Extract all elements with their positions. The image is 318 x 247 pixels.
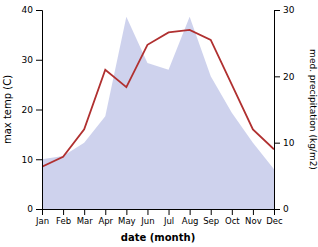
tick-mark xyxy=(105,209,106,215)
tick: Apr xyxy=(98,209,113,226)
tick: 30 xyxy=(274,5,295,15)
tick-mark xyxy=(169,209,170,215)
tick: 10 xyxy=(274,138,295,148)
tick: 0 xyxy=(274,204,289,214)
tick-label: Oct xyxy=(225,216,240,226)
line xyxy=(42,30,274,167)
tick-label: 20 xyxy=(22,105,34,115)
tick-label: Dec xyxy=(266,216,283,226)
tick-mark xyxy=(253,209,254,215)
tick-mark xyxy=(190,209,191,215)
tick-mark xyxy=(63,209,64,215)
tick-label: 40 xyxy=(22,5,34,15)
tick-label: May xyxy=(118,216,136,226)
tick: Feb xyxy=(56,209,71,226)
tick: 0 xyxy=(27,204,42,214)
y-axis: 0 10 20 30 40 xyxy=(22,5,43,214)
tick: Dec xyxy=(266,209,283,226)
tick-mark xyxy=(36,159,42,160)
tick-label: 20 xyxy=(283,72,295,82)
tick-label: Apr xyxy=(98,216,113,226)
area xyxy=(42,17,274,209)
tick: Jul xyxy=(163,209,174,226)
axis-line xyxy=(275,11,281,210)
tick-mark xyxy=(274,143,280,144)
marks xyxy=(42,17,274,209)
tick-label: Nov xyxy=(245,216,262,226)
axis-line xyxy=(36,11,43,210)
tick-label: Feb xyxy=(56,216,71,226)
tick-label: Jan xyxy=(35,216,49,226)
tick-mark xyxy=(274,10,280,11)
tick-mark xyxy=(36,10,42,11)
tick: Jan xyxy=(35,209,49,226)
chart: JanFebMarAprMayJunJulAugSepOctNovDec0102… xyxy=(0,0,318,247)
x-axis: Jan Feb Mar Apr May Jun Jul Aug Sep Oct Nov Dec xyxy=(35,209,283,226)
tick-mark xyxy=(274,76,280,77)
y2-axis: 0 10 20 30 xyxy=(274,5,295,214)
tick-label: 0 xyxy=(27,204,33,214)
tick-label: Sep xyxy=(203,216,219,226)
tick-label: 30 xyxy=(283,5,295,15)
tick-label: Mar xyxy=(77,216,94,226)
tick: 20 xyxy=(274,72,295,82)
tick-mark xyxy=(274,209,280,210)
tick-mark xyxy=(232,209,233,215)
tick: Jun xyxy=(140,209,154,226)
tick: Nov xyxy=(245,209,262,226)
tick: Oct xyxy=(225,209,240,226)
tick-label: Jul xyxy=(163,216,174,226)
tick: 10 xyxy=(22,155,42,165)
tick: Mar xyxy=(77,209,94,226)
tick: 40 xyxy=(22,5,42,15)
tick-mark xyxy=(36,209,42,210)
y2-axis-title: med. precipitation (kg/m2) xyxy=(308,49,318,170)
tick-label: 0 xyxy=(283,204,289,214)
tick-label: 30 xyxy=(22,55,34,65)
tick: 30 xyxy=(22,55,42,65)
tick-mark xyxy=(36,110,42,111)
tick-mark xyxy=(36,60,42,61)
x-axis-title: date (month) xyxy=(121,232,195,243)
tick-label: 10 xyxy=(283,138,295,148)
tick-mark xyxy=(211,209,212,215)
tick-label: 10 xyxy=(22,155,34,165)
plot-area: JanFebMarAprMayJunJulAugSepOctNovDec0102… xyxy=(22,5,295,226)
tick: Aug xyxy=(182,209,199,226)
tick: Sep xyxy=(203,209,219,226)
axis-line xyxy=(43,210,275,216)
tick: 20 xyxy=(22,105,42,115)
tick-mark xyxy=(84,209,85,215)
tick-mark xyxy=(126,209,127,215)
tick-mark xyxy=(147,209,148,215)
tick: May xyxy=(118,209,136,226)
tick-label: Jun xyxy=(140,216,154,226)
tick-label: Aug xyxy=(182,216,199,226)
y-axis-title: max temp (C) xyxy=(2,75,13,144)
